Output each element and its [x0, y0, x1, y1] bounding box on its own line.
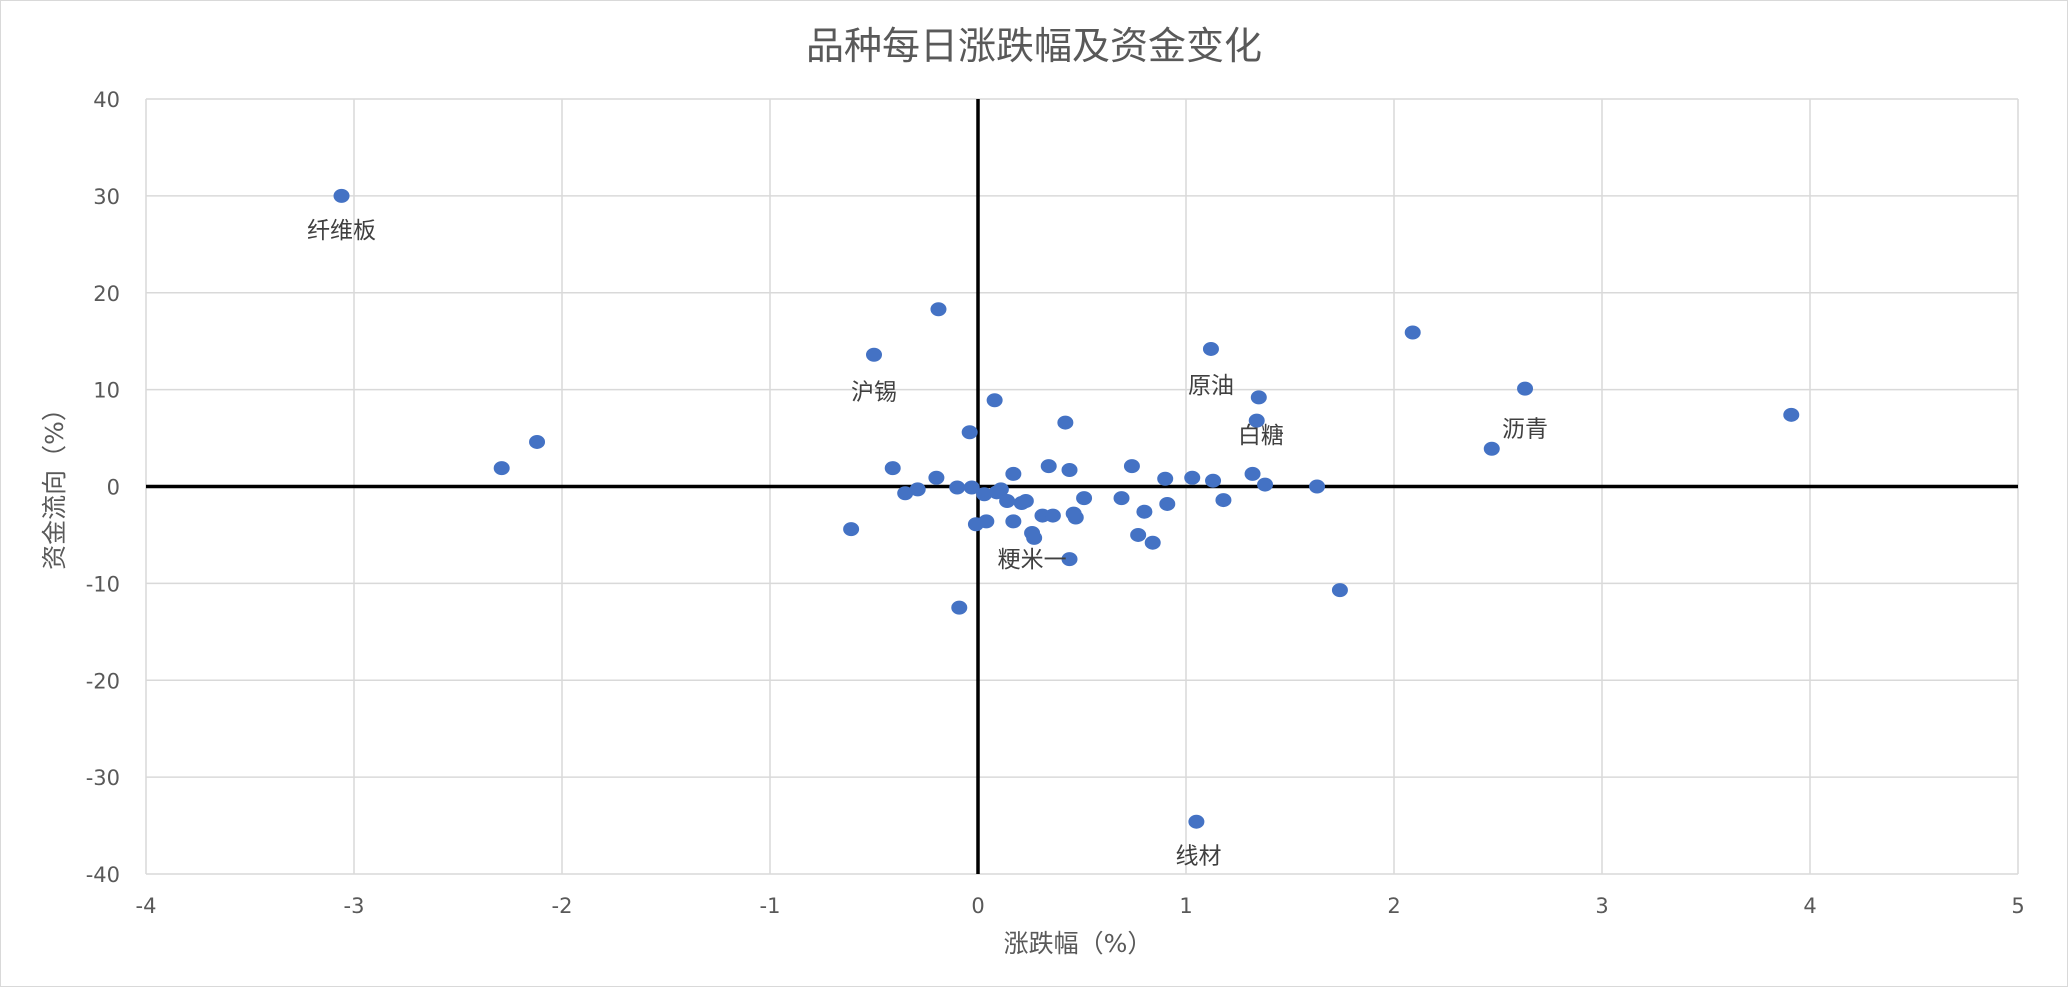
data-point [1483, 441, 1500, 456]
data-point [1076, 491, 1093, 506]
y-tick-label: 20 [93, 282, 120, 306]
data-point [1005, 466, 1022, 481]
data-point [978, 514, 995, 529]
point-annotation: 纤维板 [307, 218, 376, 244]
x-tick-label: 2 [1387, 894, 1400, 918]
gridlines [145, 98, 2019, 875]
point-annotation: 沪锡 [851, 380, 897, 406]
data-point [951, 600, 968, 615]
data-point [1123, 459, 1140, 474]
x-axis-title: 涨跌幅（%） [1004, 929, 1153, 958]
data-point [1309, 479, 1326, 494]
y-tick-label: -20 [86, 669, 120, 693]
data-point [1244, 466, 1261, 481]
data-point [986, 393, 1003, 408]
x-tick-label: -3 [344, 894, 365, 918]
x-tick-label: -2 [552, 894, 573, 918]
data-point [1040, 459, 1057, 474]
data-point [1044, 508, 1061, 523]
data-point [909, 482, 926, 497]
data-point [928, 470, 945, 485]
data-point [1130, 527, 1147, 542]
data-point [999, 494, 1016, 509]
data-point [1005, 514, 1022, 529]
data-point [333, 188, 350, 203]
y-tick-label: 40 [93, 88, 120, 112]
data-points [333, 188, 1800, 829]
x-tick-label: -4 [136, 894, 157, 918]
data-point [1215, 493, 1232, 508]
data-point [1184, 470, 1201, 485]
y-axis-title: 资金流向（%） [40, 396, 69, 570]
data-point [961, 425, 978, 440]
data-point [1188, 814, 1205, 829]
data-point [884, 461, 901, 476]
data-point [493, 461, 510, 476]
point-annotation: 原油 [1188, 373, 1234, 399]
data-point [930, 302, 947, 317]
x-tick-label: 5 [2011, 894, 2024, 918]
chart-title: 品种每日涨跌幅及资金变化 [806, 24, 1262, 68]
point-annotation: 线材 [1175, 844, 1221, 870]
x-tick-label: 4 [1803, 894, 1816, 918]
point-annotation: 沥青 [1502, 416, 1548, 442]
data-point [1067, 510, 1084, 525]
data-point [1783, 407, 1800, 422]
point-annotation: 白糖 [1238, 423, 1284, 449]
data-point [949, 480, 966, 495]
data-point [1331, 583, 1348, 598]
y-tick-label: 0 [107, 476, 120, 500]
data-point [866, 347, 882, 362]
data-point [1136, 504, 1153, 519]
y-tick-label: 30 [93, 185, 120, 209]
data-point [1250, 390, 1267, 405]
point-annotation: 粳米一 [998, 547, 1067, 573]
zero-axes [146, 99, 2018, 874]
x-tick-label: -1 [760, 894, 781, 918]
data-point [1257, 477, 1274, 492]
data-point [1061, 463, 1078, 478]
y-tick-label: -40 [86, 863, 120, 887]
data-point [1113, 491, 1130, 506]
x-tick-label: 1 [1179, 894, 1192, 918]
data-point [1202, 341, 1219, 356]
data-point [1404, 325, 1421, 340]
data-point [843, 522, 860, 537]
data-point [529, 434, 546, 449]
x-tick-label: 3 [1595, 894, 1608, 918]
data-point [1061, 552, 1078, 567]
data-point [1248, 413, 1265, 428]
data-point [1144, 535, 1161, 550]
data-point [1157, 471, 1174, 486]
x-tick-label: 0 [971, 894, 984, 918]
y-tick-label: -30 [86, 766, 120, 790]
data-point [963, 480, 980, 495]
data-point [1159, 496, 1176, 511]
data-point [1057, 415, 1074, 430]
data-point [1026, 530, 1043, 545]
data-point [992, 482, 1009, 497]
data-point [1205, 473, 1222, 488]
data-point [1517, 381, 1534, 396]
y-tick-label: -10 [86, 572, 120, 596]
y-tick-label: 10 [93, 379, 120, 403]
data-point [1017, 494, 1034, 509]
